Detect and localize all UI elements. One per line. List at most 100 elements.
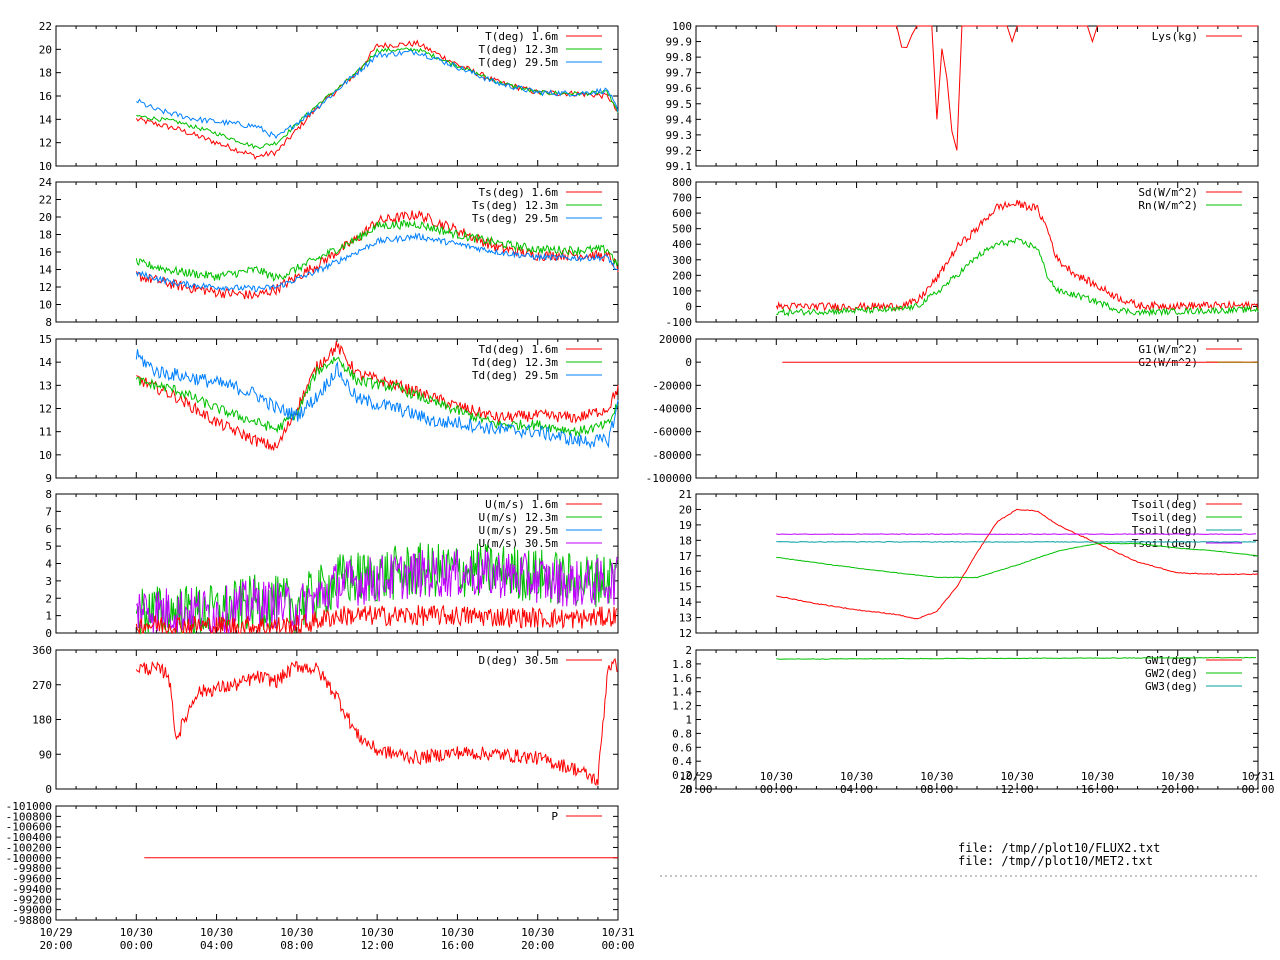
legend-label: U(m/s) 12.3m bbox=[479, 511, 559, 524]
ytick-label: -101000 bbox=[6, 800, 52, 813]
ytick-label: 3 bbox=[45, 575, 52, 588]
ytick-label: 20 bbox=[39, 43, 52, 56]
ytick-label: 7 bbox=[45, 505, 52, 518]
ytick-label: 18 bbox=[39, 67, 52, 80]
ytick-label: 10 bbox=[39, 160, 52, 173]
legend-label: Td(deg) 12.3m bbox=[472, 356, 558, 369]
xtick-label: 10/30 bbox=[1001, 770, 1034, 783]
ytick-label: 18 bbox=[39, 229, 52, 242]
ytick-label: 100 bbox=[672, 285, 692, 298]
ytick-label: 20000 bbox=[659, 333, 692, 346]
legend-label: GW3(deg) bbox=[1145, 680, 1198, 693]
ytick-label: 400 bbox=[672, 238, 692, 251]
xtick-label: 10/29 bbox=[679, 770, 712, 783]
ytick-label: 800 bbox=[672, 176, 692, 189]
ytick-label: 14 bbox=[39, 264, 53, 277]
ytick-label: -100200 bbox=[6, 841, 52, 854]
series-GW2 bbox=[776, 656, 1257, 660]
panel-frame-D bbox=[55, 649, 619, 790]
ytick-label: 16 bbox=[39, 90, 52, 103]
ytick-label: 0 bbox=[685, 356, 692, 369]
ytick-label: 700 bbox=[672, 192, 692, 205]
ytick-label: -100600 bbox=[6, 821, 52, 834]
ytick-label: 14 bbox=[39, 113, 53, 126]
xtick-label: 20:00 bbox=[1161, 783, 1194, 796]
ytick-label: 180 bbox=[32, 714, 52, 727]
ytick-label: 0.4 bbox=[672, 755, 692, 768]
xtick-label: 00:00 bbox=[601, 939, 634, 952]
ytick-label: 1.2 bbox=[672, 700, 692, 713]
ytick-label: 99.8 bbox=[666, 51, 693, 64]
ytick-label: 1 bbox=[685, 714, 692, 727]
xtick-label: 10/30 bbox=[441, 926, 474, 939]
xtick-label: 20:00 bbox=[39, 939, 72, 952]
ytick-label: 0 bbox=[685, 783, 692, 796]
ytick-label: 0 bbox=[45, 627, 52, 640]
ytick-label: 90 bbox=[39, 748, 52, 761]
ytick-label: 600 bbox=[672, 207, 692, 220]
xtick-label: 00:00 bbox=[760, 783, 793, 796]
ytick-label: 18 bbox=[679, 534, 692, 547]
ytick-label: 99.7 bbox=[666, 67, 693, 80]
series-Td-29.5m bbox=[135, 349, 619, 450]
xtick-label: 04:00 bbox=[200, 939, 233, 952]
xtick-label: 10/30 bbox=[120, 926, 153, 939]
ytick-label: 16 bbox=[679, 565, 692, 578]
xtick-label: 00:00 bbox=[1241, 783, 1274, 796]
legend-label: GW2(deg) bbox=[1145, 667, 1198, 680]
ytick-label: 99.5 bbox=[666, 98, 693, 111]
legend-label: Tsoil(deg) bbox=[1132, 511, 1198, 524]
ytick-label: 12 bbox=[39, 137, 52, 150]
ytick-label: 99.3 bbox=[666, 129, 693, 142]
xtick-label: 20:00 bbox=[679, 783, 712, 796]
legend-label: P bbox=[551, 810, 558, 823]
ytick-label: 12 bbox=[679, 627, 692, 640]
xtick-label: 10/29 bbox=[39, 926, 72, 939]
ytick-label: 2 bbox=[685, 644, 692, 657]
series-Sd bbox=[775, 199, 1259, 312]
series-Td-12.3m bbox=[135, 356, 619, 438]
ytick-label: 1.6 bbox=[672, 672, 692, 685]
legend-label: Ts(deg) 29.5m bbox=[472, 212, 558, 225]
ytick-label: 12 bbox=[39, 403, 52, 416]
xtick-label: 10/30 bbox=[280, 926, 313, 939]
ytick-label: 16 bbox=[39, 246, 52, 259]
ytick-label: 99.6 bbox=[666, 82, 693, 95]
series-Ts-12.3m bbox=[135, 219, 619, 282]
xtick-label: 10/30 bbox=[1081, 770, 1114, 783]
ytick-label: 1.8 bbox=[672, 658, 692, 671]
ytick-label: 12 bbox=[39, 281, 52, 294]
ytick-label: 0 bbox=[45, 783, 52, 796]
xtick-label: 08:00 bbox=[920, 783, 953, 796]
ytick-label: 22 bbox=[39, 20, 52, 33]
series-T-12.3m bbox=[136, 47, 619, 150]
legend-label: D(deg) 30.5m bbox=[479, 654, 559, 667]
ytick-label: 14 bbox=[39, 356, 53, 369]
legend-label: T(deg) 1.6m bbox=[485, 30, 558, 43]
ytick-label: 14 bbox=[679, 596, 693, 609]
ytick-label: 13 bbox=[39, 379, 52, 392]
legend-label: Ts(deg) 1.6m bbox=[479, 186, 559, 199]
legend-label: T(deg) 12.3m bbox=[479, 43, 559, 56]
ytick-label: 360 bbox=[32, 644, 52, 657]
ytick-label: -99600 bbox=[12, 873, 52, 886]
ytick-label: -100 bbox=[666, 316, 693, 329]
ytick-label: 1 bbox=[45, 610, 52, 623]
xtick-label: 12:00 bbox=[361, 939, 394, 952]
xtick-label: 16:00 bbox=[441, 939, 474, 952]
ytick-label: 2 bbox=[45, 592, 52, 605]
ytick-label: 13 bbox=[679, 612, 692, 625]
legend-label: Tsoil(deg) bbox=[1132, 524, 1198, 537]
ytick-label: -80000 bbox=[652, 449, 692, 462]
ytick-label: 200 bbox=[672, 269, 692, 282]
xtick-label: 16:00 bbox=[1081, 783, 1114, 796]
ytick-label: -100000 bbox=[6, 852, 52, 865]
ytick-label: -100400 bbox=[6, 831, 52, 844]
ytick-label: -99400 bbox=[12, 883, 52, 896]
xtick-label: 10/30 bbox=[1161, 770, 1194, 783]
series-U-30.5m bbox=[135, 549, 618, 634]
xtick-label: 10/30 bbox=[760, 770, 793, 783]
panel-frame-Lys bbox=[695, 25, 1259, 167]
ytick-label: -20000 bbox=[652, 379, 692, 392]
